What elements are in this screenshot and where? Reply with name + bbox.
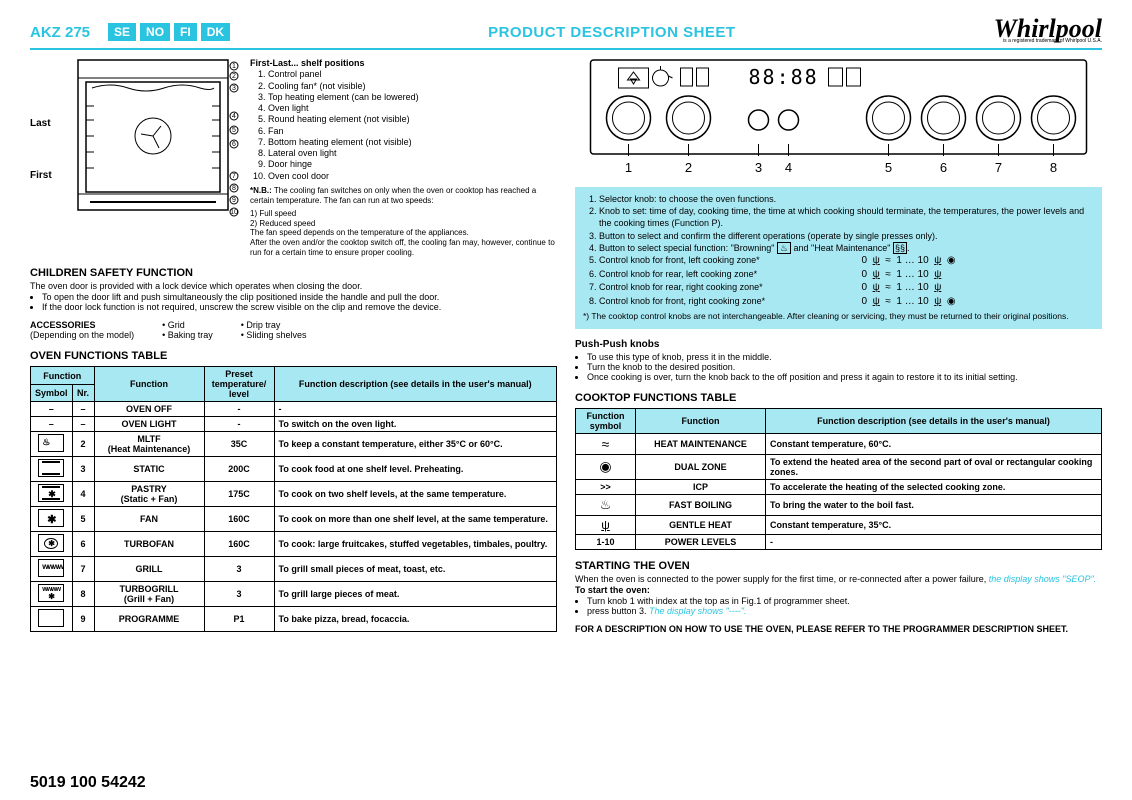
svg-text:4: 4 — [232, 113, 236, 120]
control-panel-diagram: 88:88 1 2 3 4 5 6 7 8 — [575, 58, 1102, 181]
table-row: ♨2MLTF(Heat Maintenance)35CTo keep a con… — [31, 432, 557, 457]
language-tags: SE NO FI DK — [108, 23, 230, 41]
oven-table-heading: OVEN FUNCTIONS TABLE — [30, 350, 557, 362]
brand-logo: Whirlpool is a registered trademark of W… — [994, 20, 1102, 44]
part-number: 5019 100 54242 — [30, 774, 146, 792]
svg-text:First: First — [30, 170, 52, 181]
lang-fi: FI — [174, 23, 197, 41]
knob-descriptions: Selector knob: to choose the oven functi… — [575, 187, 1102, 329]
svg-text:2: 2 — [232, 73, 236, 80]
svg-text:2: 2 — [685, 160, 692, 175]
svg-text:4: 4 — [785, 160, 792, 175]
lang-se: SE — [108, 23, 136, 41]
table-row: ◉DUAL ZONETo extend the heated area of t… — [576, 454, 1102, 479]
table-row: ✱6TURBOFAN160CTo cook: large fruitcakes,… — [31, 532, 557, 557]
brand-sub: is a registered trademark of Whirlpool U… — [994, 38, 1102, 44]
legend-heading: First-Last... shelf positions — [250, 58, 365, 68]
svg-text:7: 7 — [995, 160, 1002, 175]
starting-heading: STARTING THE OVEN — [575, 560, 1102, 572]
svg-text:8: 8 — [1050, 160, 1057, 175]
lang-no: NO — [140, 23, 170, 41]
table-row: ψGENTLE HEATConstant temperature, 35°C. — [576, 515, 1102, 534]
table-row: ≈HEAT MAINTENANCEConstant temperature, 6… — [576, 433, 1102, 454]
push-bullets: To use this type of knob, press it in th… — [587, 352, 1102, 382]
accessories: ACCESSORIES(Depending on the model) • Gr… — [30, 320, 557, 340]
svg-text:9: 9 — [232, 197, 236, 204]
svg-text:5: 5 — [232, 127, 236, 134]
cooktop-heading: COOKTOP FUNCTIONS TABLE — [575, 392, 1102, 404]
table-row: wwww✱8TURBOGRILL(Grill + Fan)3To grill l… — [31, 582, 557, 607]
oven-functions-table: Function Function Preset temperature/ le… — [30, 366, 557, 632]
svg-text:3: 3 — [232, 85, 236, 92]
model-number: AKZ 275 — [30, 24, 90, 41]
svg-text:1: 1 — [625, 160, 632, 175]
svg-text:7: 7 — [232, 173, 236, 180]
svg-text:6: 6 — [232, 141, 236, 148]
svg-text:10: 10 — [230, 209, 238, 216]
safety-intro: The oven door is provided with a lock de… — [30, 281, 557, 292]
svg-text:Last: Last — [30, 118, 51, 129]
table-row: >>ICPTo accelerate the heating of the se… — [576, 479, 1102, 494]
svg-text:1: 1 — [232, 63, 236, 70]
svg-text:3: 3 — [755, 160, 762, 175]
svg-text:6: 6 — [940, 160, 947, 175]
safety-bullets: To open the door lift and push simultane… — [42, 292, 557, 312]
safety-heading: CHILDREN SAFETY FUNCTION — [30, 267, 557, 279]
legend: First-Last... shelf positions Control pa… — [250, 58, 557, 257]
svg-text:8: 8 — [232, 185, 236, 192]
table-row: wwww7GRILL3To grill small pieces of meat… — [31, 557, 557, 582]
starting-bullets: Turn knob 1 with index at the top as in … — [587, 596, 1102, 616]
table-row: ✱4PASTRY(Static + Fan)175CTo cook on two… — [31, 482, 557, 507]
table-row: 1-10POWER LEVELS- — [576, 534, 1102, 549]
brand-name: Whirlpool — [994, 20, 1102, 38]
table-row: ✱5FAN160CTo cook on more than one shelf … — [31, 507, 557, 532]
oven-diagram: Last First — [30, 58, 240, 257]
lang-dk: DK — [201, 23, 230, 41]
header-bar: AKZ 275 SE NO FI DK PRODUCT DESCRIPTION … — [30, 20, 1102, 50]
push-heading: Push-Push knobs — [575, 339, 1102, 350]
svg-text:88:88: 88:88 — [749, 65, 819, 89]
cooktop-table: Function symbol Function Function descri… — [575, 408, 1102, 550]
page-title: PRODUCT DESCRIPTION SHEET — [230, 24, 994, 41]
svg-text:5: 5 — [885, 160, 892, 175]
table-row: ––OVEN LIGHT-To switch on the oven light… — [31, 417, 557, 432]
table-row: 3STATIC200CTo cook food at one shelf lev… — [31, 457, 557, 482]
table-row: 9PROGRAMMEP1To bake pizza, bread, focacc… — [31, 607, 557, 632]
knob-footnote: *) The cooktop control knobs are not int… — [583, 311, 1094, 322]
table-row: ♨FAST BOILINGTo bring the water to the b… — [576, 494, 1102, 515]
table-row: ––OVEN OFF-- — [31, 402, 557, 417]
starting-text: When the oven is connected to the power … — [575, 574, 1102, 585]
